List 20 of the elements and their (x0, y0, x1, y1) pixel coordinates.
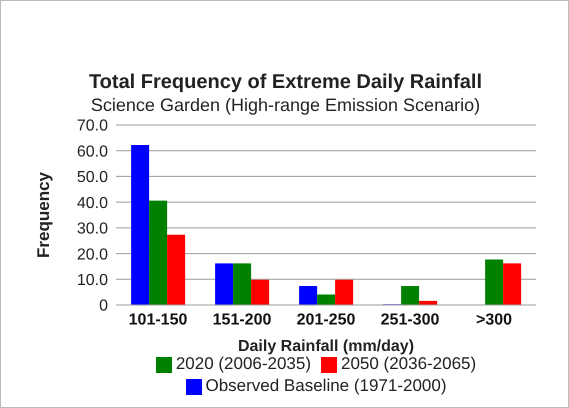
y-tick-label: 30.0 (76, 220, 108, 238)
y-tick-label: 70.0 (76, 118, 108, 135)
x-tick-label: 151-200 (212, 311, 272, 328)
legend-label: Observed Baseline (1971-2000) (206, 376, 446, 395)
y-tick-label: 0 (99, 298, 108, 315)
x-tick-label: 251-300 (380, 311, 440, 328)
x-tick-label: 101-150 (128, 311, 188, 328)
y-axis-title: Frequency (34, 171, 54, 258)
y-tick-label: 10.0 (76, 272, 108, 289)
y-tick-label: 20.0 (76, 246, 108, 264)
chart-title: Total Frequency of Extreme Daily Rainfall (88, 71, 484, 94)
legend-label: 2020 (2006-2035) (176, 354, 311, 373)
x-tick-label: 201-250 (296, 311, 356, 328)
chart-subtitle: Science Garden (High-range Emission Scenario) (90, 95, 482, 116)
x-axis-title: Daily Rainfall (mm/day) (238, 338, 414, 355)
x-tick-label: >300 (476, 311, 512, 328)
legend-label: 2050 (2036-2065) (341, 354, 476, 373)
y-tick-label: 60.0 (76, 143, 108, 160)
y-tick-label: 40.0 (76, 194, 108, 212)
y-tick-label: 50.0 (76, 169, 108, 186)
